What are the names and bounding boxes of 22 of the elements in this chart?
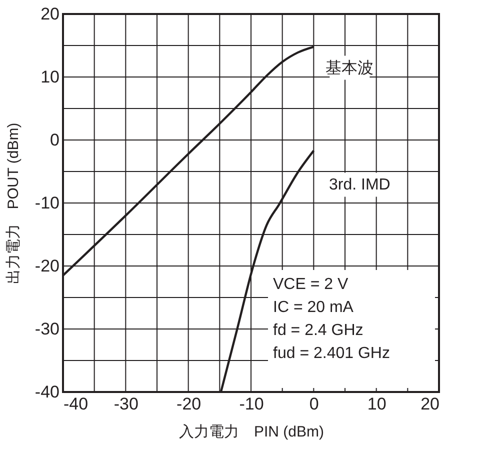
y-axis-title: 出力電力 POUT (dBm): [4, 122, 22, 284]
y-tick-label: 20: [40, 4, 60, 24]
series-label: 基本波: [326, 58, 374, 77]
x-tick-label: -30: [114, 394, 138, 414]
series-label: 3rd. IMD: [328, 176, 390, 194]
x-tick-label: -20: [176, 394, 202, 414]
y-tick-label: 0: [50, 130, 60, 150]
annotation: VCE = 2 V: [273, 276, 348, 293]
annotation: fud = 2.401 GHz: [273, 345, 390, 362]
x-tick-label: 20: [420, 394, 440, 414]
y-tick-label: 10: [40, 68, 60, 86]
y-tick-label: -30: [34, 320, 60, 338]
x-tick-label: 10: [367, 394, 386, 414]
annotation: IC = 20 mA: [273, 299, 354, 316]
x-tick-label: -40: [64, 394, 88, 414]
y-tick-label: -20: [34, 256, 60, 276]
y-tick-label: -10: [34, 194, 60, 212]
annotation: fd = 2.4 GHz: [273, 322, 364, 339]
y-tick-label: -40: [34, 382, 60, 402]
x-tick-label: -10: [239, 394, 264, 414]
x-tick-label: 0: [309, 394, 319, 414]
x-axis-title: 入力電力 PIN (dBm): [178, 424, 324, 440]
